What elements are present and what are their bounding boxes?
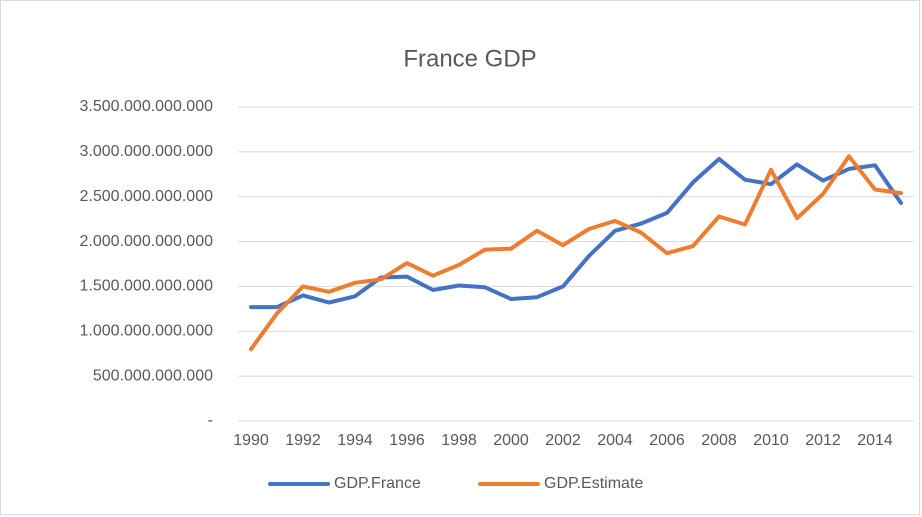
y-tick-label: 2.000.000.000.000 xyxy=(80,233,214,250)
line-series xyxy=(249,154,903,352)
y-tick-label: 3.500.000.000.000 xyxy=(80,98,214,115)
y-tick-label: 3.000.000.000.000 xyxy=(80,143,214,160)
legend-label: GDP.Estimate xyxy=(544,475,643,492)
x-tick-label: 2000 xyxy=(493,432,529,449)
x-tick-label: 1992 xyxy=(285,432,321,449)
x-tick-label: 1990 xyxy=(233,432,269,449)
y-tick-label: 1.500.000.000.000 xyxy=(80,278,214,295)
line-series xyxy=(249,157,903,310)
x-tick-label: 2010 xyxy=(753,432,789,449)
x-tick-label: 2014 xyxy=(857,432,893,449)
y-tick-label: 1.000.000.000.000 xyxy=(80,323,214,340)
x-tick-label: 2008 xyxy=(701,432,737,449)
x-tick-label: 2012 xyxy=(805,432,841,449)
chart-title: France GDP xyxy=(403,45,536,72)
x-tick-label: 1996 xyxy=(389,432,425,449)
y-tick-label: - xyxy=(208,412,213,429)
x-tick-label: 1994 xyxy=(337,432,373,449)
legend-label: GDP.France xyxy=(334,475,421,492)
x-tick-label: 1998 xyxy=(441,432,477,449)
x-tick-label: 2004 xyxy=(597,432,633,449)
x-tick-label: 2002 xyxy=(545,432,581,449)
y-tick-label: 500.000.000.000 xyxy=(93,367,213,384)
y-tick-label: 2.500.000.000.000 xyxy=(80,188,214,205)
x-tick-label: 2006 xyxy=(649,432,685,449)
